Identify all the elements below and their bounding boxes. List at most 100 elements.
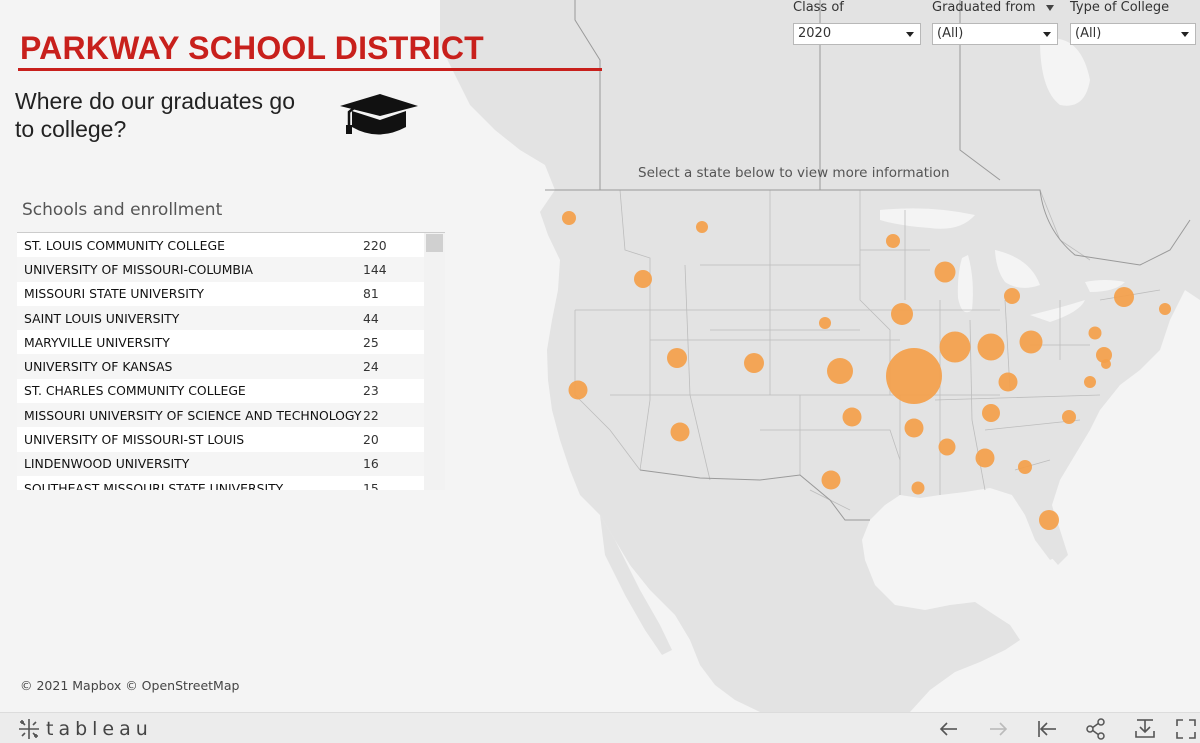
state-bubble[interactable] <box>1101 359 1111 369</box>
enrollment-count: 15 <box>363 480 379 490</box>
state-bubble[interactable] <box>634 270 652 288</box>
table-row[interactable]: UNIVERSITY OF MISSOURI-COLUMBIA 144 <box>17 257 445 282</box>
tableau-toolbar: tableau <box>0 712 1200 743</box>
share-icon[interactable] <box>1084 717 1108 741</box>
state-bubble[interactable] <box>939 331 971 363</box>
chevron-down-icon <box>1043 32 1051 37</box>
enrollment-count: 22 <box>363 407 379 423</box>
state-bubble[interactable] <box>982 404 1000 422</box>
school-name: SOUTHEAST MISSOURI STATE UNIVERSITY <box>24 480 284 490</box>
state-bubble[interactable] <box>1096 347 1112 363</box>
state-bubble[interactable] <box>904 418 924 438</box>
dashboard-canvas: PARKWAY SCHOOL DISTRICT Where do our gra… <box>0 0 1200 712</box>
download-icon[interactable] <box>1133 717 1157 741</box>
school-name: ST. CHARLES COMMUNITY COLLEGE <box>24 383 246 399</box>
tableau-logo-icon <box>19 719 39 739</box>
title-rule <box>18 68 602 71</box>
filter-menu-caret-icon[interactable] <box>1045 4 1054 11</box>
undo-icon[interactable] <box>937 717 961 741</box>
school-name: MISSOURI UNIVERSITY OF SCIENCE AND TECHN… <box>24 407 362 423</box>
enrollment-count: 144 <box>363 261 387 277</box>
type-of-college-select[interactable]: (All) <box>1070 23 1196 45</box>
filter-label-text: Graduated from <box>932 0 1036 15</box>
schools-heading: Schools and enrollment <box>22 200 223 220</box>
table-row[interactable]: MARYVILLE UNIVERSITY 25 <box>17 330 445 355</box>
school-name: MISSOURI STATE UNIVERSITY <box>24 286 204 302</box>
table-row[interactable]: ST. LOUIS COMMUNITY COLLEGE 220 <box>17 233 445 258</box>
tableau-wordmark: tableau <box>46 718 153 740</box>
state-bubble[interactable] <box>1039 510 1059 530</box>
table-row[interactable]: ST. CHARLES COMMUNITY COLLEGE 23 <box>17 378 445 404</box>
state-bubble[interactable] <box>744 353 764 373</box>
state-bubble[interactable] <box>819 317 831 329</box>
state-bubble[interactable] <box>886 234 900 248</box>
enrollment-count: 23 <box>363 383 379 399</box>
page-subtitle: Where do our graduates go to college? <box>15 88 296 142</box>
table-scrollbar[interactable] <box>424 233 445 490</box>
florida-peninsula <box>1012 490 1068 565</box>
school-name: ST. LOUIS COMMUNITY COLLEGE <box>24 237 225 253</box>
state-bubble[interactable] <box>1114 287 1134 307</box>
state-bubble[interactable] <box>1004 288 1020 304</box>
us-map[interactable] <box>0 0 1200 712</box>
state-bubble[interactable] <box>975 448 995 468</box>
map-attribution[interactable]: © 2021 Mapbox © OpenStreetMap <box>20 678 240 693</box>
enrollment-count: 81 <box>363 286 379 302</box>
state-bubble[interactable] <box>667 348 687 368</box>
graduation-cap-icon <box>340 94 418 135</box>
class-of-select[interactable]: 2020 <box>793 23 921 45</box>
enrollment-bubbles[interactable] <box>562 211 1171 530</box>
state-bubble[interactable] <box>1019 330 1043 354</box>
school-name: LINDENWOOD UNIVERSITY <box>24 456 190 472</box>
select-value: (All) <box>937 26 964 41</box>
state-bubble[interactable] <box>821 470 841 490</box>
enrollment-count: 220 <box>363 237 387 253</box>
school-name: MARYVILLE UNIVERSITY <box>24 334 170 350</box>
baja-peninsula <box>600 515 672 655</box>
filter-label: Graduated from <box>932 0 1058 18</box>
state-bubble[interactable] <box>998 372 1018 392</box>
table-row[interactable]: MISSOURI UNIVERSITY OF SCIENCE AND TECHN… <box>17 403 445 428</box>
filter-class-of[interactable]: Class of 2020 <box>793 0 921 45</box>
schools-table[interactable]: ST. LOUIS COMMUNITY COLLEGE 220 UNIVERSITY… <box>17 232 445 490</box>
filter-graduated-from[interactable]: Graduated from (All) <box>932 0 1058 45</box>
filter-type-of-college[interactable]: Type of College (All) <box>1070 0 1196 45</box>
state-bubble[interactable] <box>911 481 925 495</box>
table-row[interactable]: MISSOURI STATE UNIVERSITY 81 <box>17 281 445 306</box>
state-bubble[interactable] <box>1018 460 1032 474</box>
state-bubble[interactable] <box>696 221 708 233</box>
state-bubble[interactable] <box>1084 376 1096 388</box>
select-value: (All) <box>1075 26 1102 41</box>
state-bubble[interactable] <box>1088 326 1102 340</box>
fullscreen-icon[interactable] <box>1174 717 1198 741</box>
state-bubble[interactable] <box>934 261 956 283</box>
state-bubble[interactable] <box>1062 410 1076 424</box>
table-row[interactable]: LINDENWOOD UNIVERSITY 16 <box>17 451 445 476</box>
state-bubble[interactable] <box>1159 303 1171 315</box>
table-row[interactable]: UNIVERSITY OF MISSOURI-ST LOUIS 20 <box>17 427 445 452</box>
northern-water <box>1040 38 1090 106</box>
table-row[interactable]: SAINT LOUIS UNIVERSITY 44 <box>17 305 445 331</box>
state-bubble[interactable] <box>886 348 942 404</box>
state-bubble[interactable] <box>562 211 576 225</box>
map-hint: Select a state below to view more inform… <box>638 165 950 181</box>
select-value: 2020 <box>798 26 832 41</box>
enrollment-count: 24 <box>363 359 379 375</box>
state-bubble[interactable] <box>670 422 690 442</box>
tableau-logo[interactable]: tableau <box>18 718 153 740</box>
state-bubble[interactable] <box>938 438 956 456</box>
north-america-landmass <box>440 0 1200 712</box>
enrollment-count: 25 <box>363 334 379 350</box>
state-bubble[interactable] <box>977 333 1005 361</box>
school-name: UNIVERSITY OF MISSOURI-ST LOUIS <box>24 432 245 448</box>
scrollbar-thumb[interactable] <box>426 234 443 252</box>
redo-icon[interactable] <box>986 717 1010 741</box>
table-row[interactable]: SOUTHEAST MISSOURI STATE UNIVERSITY 15 <box>17 475 445 490</box>
graduated-from-select[interactable]: (All) <box>932 23 1058 45</box>
revert-icon[interactable] <box>1035 717 1059 741</box>
state-bubble[interactable] <box>827 358 853 384</box>
state-bubble[interactable] <box>568 380 588 400</box>
table-row[interactable]: UNIVERSITY OF KANSAS 24 <box>17 354 445 379</box>
state-bubble[interactable] <box>842 407 862 427</box>
state-bubble[interactable] <box>891 303 913 325</box>
